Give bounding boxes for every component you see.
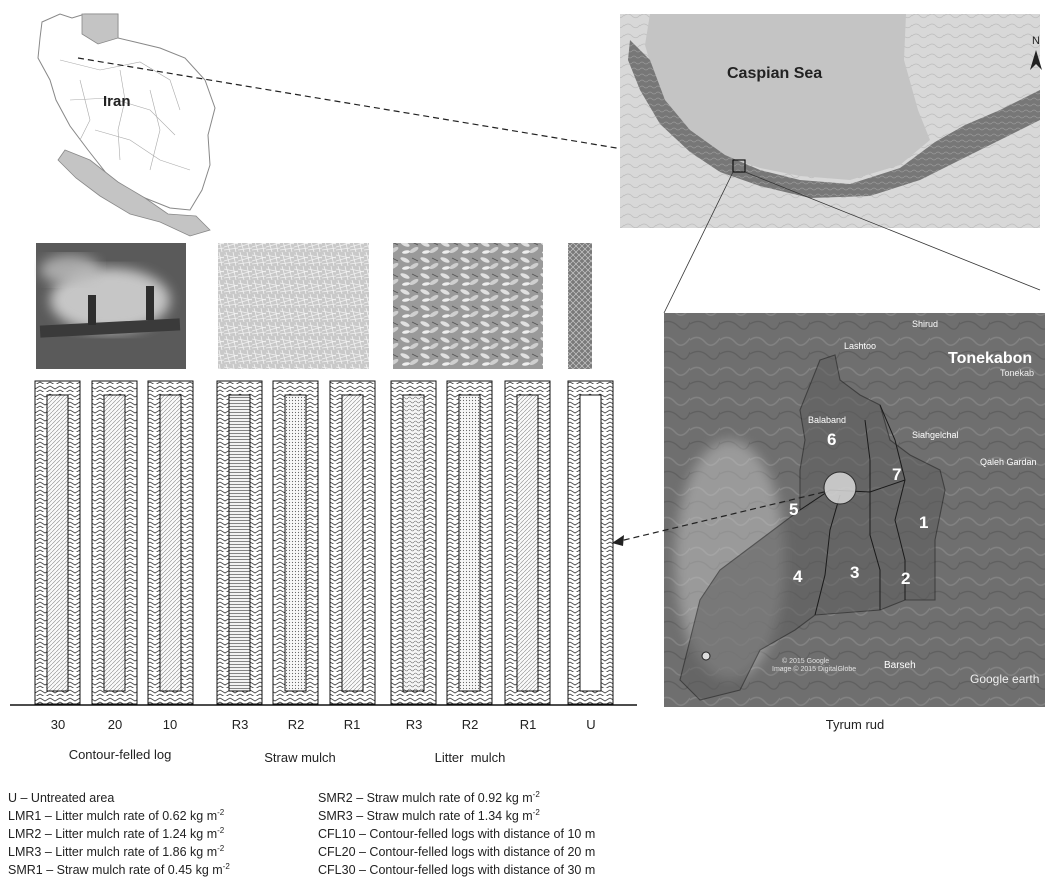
- persian-gulf-shape: [57, 149, 211, 237]
- north-label: N: [1032, 35, 1040, 47]
- north-arrow: [1030, 50, 1042, 70]
- legend-sup: -2: [532, 789, 540, 799]
- map-copyright-2: Image © 2015 DigitalGlobe: [772, 665, 856, 673]
- treatment-photos: [36, 243, 592, 369]
- locator-line-plots: [619, 491, 825, 542]
- group-label-litter-mulch: Litter mulch: [434, 750, 506, 765]
- legend-sup: -2: [222, 861, 230, 871]
- subbasin-label-1: 1: [919, 513, 928, 532]
- subbasin-label-2: 2: [901, 569, 910, 588]
- watershed-caption: Tyrum rud: [825, 717, 885, 732]
- tick-lmr2: R2: [461, 717, 479, 732]
- caspian-map: [620, 14, 1042, 228]
- iran-map: [37, 13, 216, 237]
- plot-cfl-10: [147, 380, 194, 705]
- study-area-box: [732, 159, 746, 173]
- photo-litter-mulch: [393, 243, 543, 369]
- tick-smr3: R3: [231, 717, 249, 732]
- study-site-circle: [823, 471, 857, 505]
- legend-cfl10: CFL10 – Contour-felled logs with distanc…: [318, 826, 595, 842]
- legend-sup: -2: [217, 843, 225, 853]
- tick-smr1: R1: [343, 717, 361, 732]
- legend-text: CFL10 – Contour-felled logs with distanc…: [318, 827, 596, 841]
- plot-lmr3: [390, 380, 437, 705]
- plot-smr1: [329, 380, 376, 705]
- watershed-outline: [679, 354, 946, 701]
- place-lashtoo: Lashtoo: [844, 341, 876, 351]
- legend-text: LMR1 – Litter mulch rate of 0.62 kg m: [8, 809, 218, 823]
- legend-text: U – Untreated area: [8, 791, 115, 805]
- legend-sup: -2: [532, 807, 540, 817]
- plot-strips: [34, 380, 614, 705]
- legend-text: SMR2 – Straw mulch rate of 0.92 kg m: [318, 791, 533, 805]
- iran-label: Iran: [103, 93, 131, 110]
- place-barseh: Barseh: [884, 660, 916, 671]
- subbasin-label-6: 6: [827, 430, 836, 449]
- plot-cfl-30: [34, 380, 81, 705]
- subbasin-label-4: 4: [793, 567, 803, 586]
- tick-smr2: R2: [287, 717, 305, 732]
- tick-cfl-30: 30: [50, 717, 66, 732]
- legend-text: SMR1 – Straw mulch rate of 0.45 kg m: [8, 863, 223, 877]
- tonekabon-label: Tonekabon: [948, 350, 1032, 367]
- tonekabon-small-label: Tonekab: [1000, 368, 1034, 378]
- zoom-line-left: [663, 171, 734, 314]
- legend-sup: -2: [217, 807, 225, 817]
- group-label-contour-felled-log: Contour-felled log: [68, 747, 172, 762]
- photo-contour-felled-log: [36, 243, 186, 369]
- place-qaleh-gardan: Qaleh Gardan: [980, 457, 1037, 467]
- village-marker: [701, 651, 711, 661]
- legend-lmr1: LMR1 – Litter mulch rate of 0.62 kg m-2: [8, 808, 224, 824]
- zoom-line-right: [744, 171, 1041, 291]
- legend-smr2: SMR2 – Straw mulch rate of 0.92 kg m-2: [318, 790, 540, 806]
- legend-smr3: SMR3 – Straw mulch rate of 1.34 kg m-2: [318, 808, 540, 824]
- legend-text: LMR2 – Litter mulch rate of 1.24 kg m: [8, 827, 218, 841]
- legend-text: SMR3 – Straw mulch rate of 1.34 kg m: [318, 809, 533, 823]
- watershed-map: [664, 313, 1045, 707]
- province-borders: [59, 59, 191, 171]
- photo-untreated: [568, 243, 592, 369]
- arrowhead: [612, 535, 624, 546]
- plot-untreated: [567, 380, 614, 705]
- legend-text: CFL20 – Contour-felled logs with distanc…: [318, 845, 596, 859]
- legend-lmr3: LMR3 – Litter mulch rate of 1.86 kg m-2: [8, 844, 224, 860]
- legend-lmr2: LMR2 – Litter mulch rate of 1.24 kg m-2: [8, 826, 224, 842]
- google-earth-watermark: Google earth: [970, 672, 1039, 686]
- legend-cfl20: CFL20 – Contour-felled logs with distanc…: [318, 844, 595, 860]
- legend-text: LMR3 – Litter mulch rate of 1.86 kg m: [8, 845, 218, 859]
- legend-smr1: SMR1 – Straw mulch rate of 0.45 kg m-2: [8, 862, 230, 878]
- place-siahgelchal: Siahgelchal: [912, 430, 959, 440]
- caspian-shape: [81, 13, 119, 45]
- place-balaband: Balaband: [808, 415, 846, 425]
- tick-untreated: U: [586, 717, 596, 732]
- tick-cfl-20: 20: [107, 717, 123, 732]
- plot-smr2: [272, 380, 319, 705]
- coastal-forest-band: [628, 40, 1040, 198]
- photo-straw-mulch: [218, 243, 369, 369]
- tick-lmr1: R1: [519, 717, 537, 732]
- caspian-sea-label: Caspian Sea: [727, 65, 822, 82]
- legend-cfl30: CFL30 – Contour-felled logs with distanc…: [318, 862, 595, 878]
- tick-lmr3: R3: [405, 717, 423, 732]
- map-copyright-1: © 2015 Google: [782, 657, 829, 665]
- subbasin-label-7: 7: [892, 465, 901, 484]
- legend-sup: -2: [217, 825, 225, 835]
- plot-lmr1: [504, 380, 551, 705]
- plot-lmr2: [446, 380, 493, 705]
- plot-smr3: [216, 380, 263, 705]
- tick-cfl-10: 10: [162, 717, 178, 732]
- iran-outline: [37, 13, 216, 211]
- place-shirud: Shirud: [912, 319, 938, 329]
- group-label-straw-mulch: Straw mulch: [264, 750, 336, 765]
- legend-untreated: U – Untreated area: [8, 790, 114, 806]
- subbasin-label-5: 5: [789, 500, 798, 519]
- caspian-sea-shape: [645, 14, 930, 180]
- plot-cfl-20: [91, 380, 138, 705]
- legend-text: CFL30 – Contour-felled logs with distanc…: [318, 863, 596, 877]
- subbasin-label-3: 3: [850, 563, 859, 582]
